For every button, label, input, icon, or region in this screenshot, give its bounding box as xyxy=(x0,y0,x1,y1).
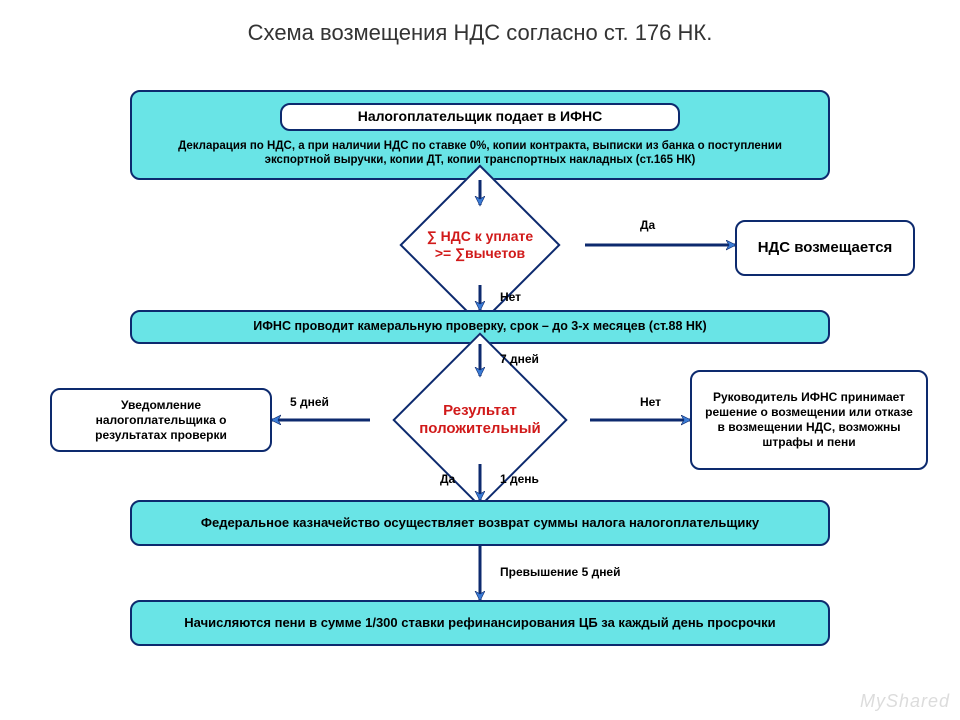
decision-result-positive: Результат положительный xyxy=(370,376,590,464)
node-text: НДС возмещается xyxy=(758,239,893,258)
edge-label: Превышение 5 дней xyxy=(500,565,621,579)
decision-line1: Результат xyxy=(443,402,517,419)
edge-label: Да xyxy=(640,218,655,232)
decision-line2: >= ∑вычетов xyxy=(435,245,525,261)
node-text: Руководитель ИФНС принимает решение о во… xyxy=(702,390,916,450)
edge-label: Нет xyxy=(500,290,521,304)
decision-vat-payable: ∑ НДС к уплате >= ∑вычетов xyxy=(375,205,585,285)
node-text: Федеральное казначейство осуществляет во… xyxy=(201,515,759,531)
decision-line1: ∑ НДС к уплате xyxy=(427,228,533,244)
node-text: Начисляются пени в сумме 1/300 ставки ре… xyxy=(184,615,775,631)
node-body-declaration: Декларация по НДС, а при наличии НДС по … xyxy=(144,137,816,168)
node-text: Уведомление налогоплательщика о результа… xyxy=(62,398,260,443)
decision-line2: положительный xyxy=(419,420,541,437)
node-penalties: Начисляются пени в сумме 1/300 ставки ре… xyxy=(130,600,830,646)
edge-label: 1 день xyxy=(500,472,539,486)
edge-label: 7 дней xyxy=(500,352,539,366)
node-vat-refunded: НДС возмещается xyxy=(735,220,915,276)
node-manager-decision: Руководитель ИФНС принимает решение о во… xyxy=(690,370,928,470)
edge-label: 5 дней xyxy=(290,395,329,409)
node-notify-results: Уведомление налогоплательщика о результа… xyxy=(50,388,272,452)
edge-label: Да xyxy=(440,472,455,486)
watermark: MyShared xyxy=(860,691,950,712)
node-header-taxpayer: Налогоплательщик подает в ИФНС xyxy=(280,103,680,131)
node-header-text: Налогоплательщик подает в ИФНС xyxy=(358,108,603,126)
edge-label: Нет xyxy=(640,395,661,409)
page-title: Схема возмещения НДС согласно ст. 176 НК… xyxy=(0,20,960,46)
node-treasury-refund: Федеральное казначейство осуществляет во… xyxy=(130,500,830,546)
